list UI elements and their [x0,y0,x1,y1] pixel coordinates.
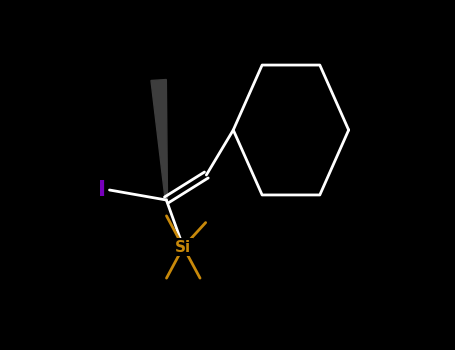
Text: Si: Si [175,239,192,254]
Polygon shape [151,79,167,200]
Text: I: I [98,180,106,200]
